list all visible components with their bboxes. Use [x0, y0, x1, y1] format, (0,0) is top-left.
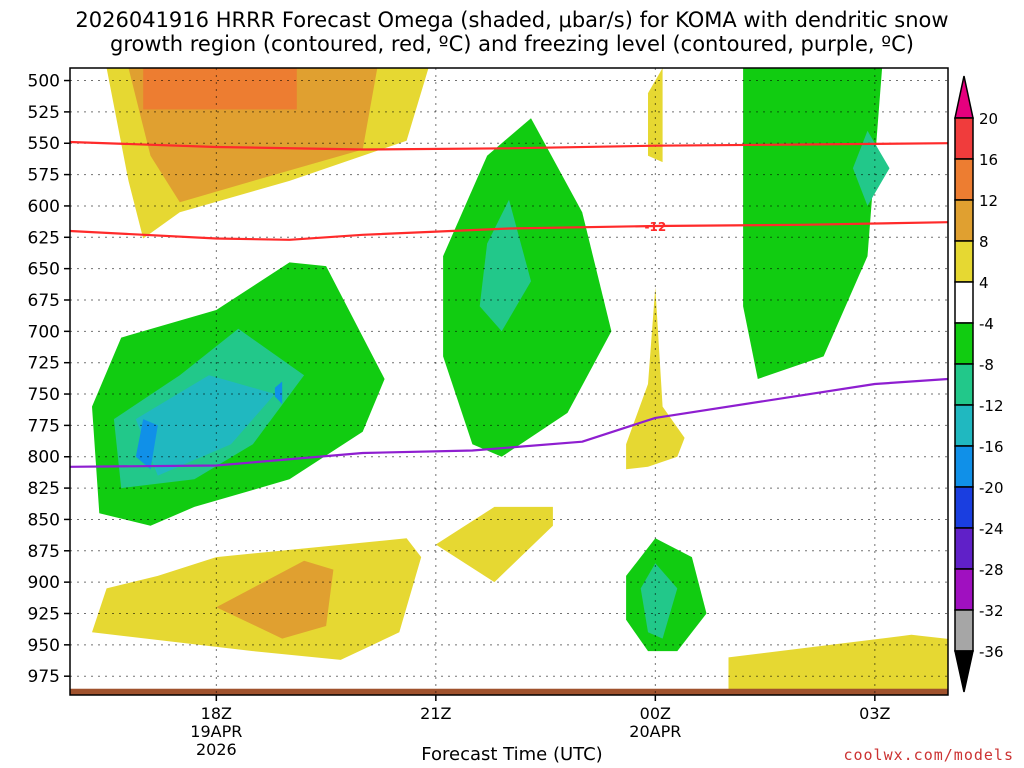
omega-region — [728, 634, 948, 695]
dgz-contour — [70, 221, 948, 241]
x-tick-label: 21Z — [420, 704, 451, 723]
colorbar-swatch — [954, 486, 974, 529]
omega-region — [135, 375, 275, 476]
y-tick-label: 625 — [28, 228, 60, 248]
colorbar-swatch — [954, 199, 974, 242]
colorbar-swatch — [954, 240, 974, 283]
contour-lines: -18-12 — [70, 140, 948, 468]
colorbar-label: -36 — [979, 643, 1004, 661]
colorbar-label: -4 — [979, 315, 994, 333]
x-tick-label: 18Z — [201, 704, 232, 723]
y-tick-label: 500 — [28, 72, 60, 92]
y-tick-label: 650 — [28, 260, 60, 280]
omega-region — [648, 68, 663, 163]
omega-region — [274, 381, 283, 405]
colorbar-swatch — [954, 281, 974, 324]
x-tick-label: 00Z — [640, 704, 671, 723]
x-tick-label: 20APR — [629, 722, 681, 741]
y-tick-label: 550 — [28, 134, 60, 154]
colorbar-swatch — [954, 568, 974, 611]
y-tick-label: 850 — [28, 510, 60, 530]
axes: 500 525 550 575 600 625 650 675 700 725 750 775 800 8… — [28, 67, 949, 759]
y-tick-label: 825 — [28, 479, 60, 499]
colorbar-label: -12 — [979, 397, 1004, 415]
chart-title-line-2: growth region (contoured, red, ºC) and f… — [110, 32, 914, 56]
y-tick-label: 975 — [28, 667, 60, 687]
colorbar-label: -8 — [979, 356, 994, 374]
omega-region — [852, 130, 890, 206]
omega-region — [435, 506, 553, 583]
colorbar-top-arrow — [954, 75, 974, 119]
colorbar-swatch — [954, 117, 974, 160]
colorbar-label: 8 — [979, 233, 989, 251]
x-tick-label: 2026 — [196, 740, 237, 759]
colorbar-label: 12 — [979, 192, 998, 210]
y-tick-label: 600 — [28, 197, 60, 217]
x-axis-label: Forecast Time (UTC) — [421, 744, 603, 765]
y-tick-label: 950 — [28, 636, 60, 656]
colorbar: 20 16 12 8 4 -4 -8 -12 -16 -20 -24 -28 -32 -36 — [954, 75, 1004, 693]
y-tick-label: 925 — [28, 604, 60, 624]
colorbar-label: -28 — [979, 561, 1004, 579]
colorbar-bottom-arrow — [954, 650, 974, 693]
watermark: coolwx.com/models — [843, 746, 1014, 764]
freezing-level-contour — [70, 377, 948, 468]
y-tick-label: 700 — [28, 322, 60, 342]
colorbar-swatch — [954, 363, 974, 406]
colorbar-label: 20 — [979, 110, 998, 128]
colorbar-swatch — [954, 404, 974, 447]
y-tick-label: 900 — [28, 573, 60, 593]
colorbar-label: -20 — [979, 479, 1004, 497]
colorbar-label: -24 — [979, 520, 1004, 538]
colorbar-swatch — [954, 445, 974, 488]
y-tick-label: 875 — [28, 542, 60, 562]
colorbar-swatch — [954, 527, 974, 570]
terrain-band — [70, 688, 948, 695]
y-tick-label: 525 — [28, 103, 60, 123]
colorbar-label: -32 — [979, 602, 1004, 620]
plot-frame — [69, 67, 949, 696]
x-tick-label: 19APR — [190, 722, 242, 741]
colorbar-label: 16 — [979, 151, 998, 169]
omega-region — [479, 199, 531, 332]
colorbar-label: -16 — [979, 438, 1004, 456]
x-tick-label: 03Z — [859, 704, 890, 723]
y-tick-label: 775 — [28, 416, 60, 436]
colorbar-swatch — [954, 322, 974, 365]
y-tick-label: 800 — [28, 448, 60, 468]
omega-shaded-fills — [70, 68, 948, 695]
colorbar-swatch — [954, 609, 974, 652]
omega-region — [626, 287, 685, 470]
y-tick-label: 750 — [28, 385, 60, 405]
colorbar-swatch — [954, 158, 974, 201]
dgz-contour — [70, 140, 948, 151]
omega-region — [216, 560, 334, 639]
contour-label: -12 — [644, 220, 666, 234]
y-tick-label: 675 — [28, 291, 60, 311]
y-tick-label: 725 — [28, 354, 60, 374]
y-tick-label: 575 — [28, 166, 60, 186]
chart-title-line-1: 2026041916 HRRR Forecast Omega (shaded, … — [75, 8, 949, 32]
omega-region — [640, 563, 678, 639]
colorbar-label: 4 — [979, 274, 989, 292]
omega-region — [143, 68, 297, 110]
